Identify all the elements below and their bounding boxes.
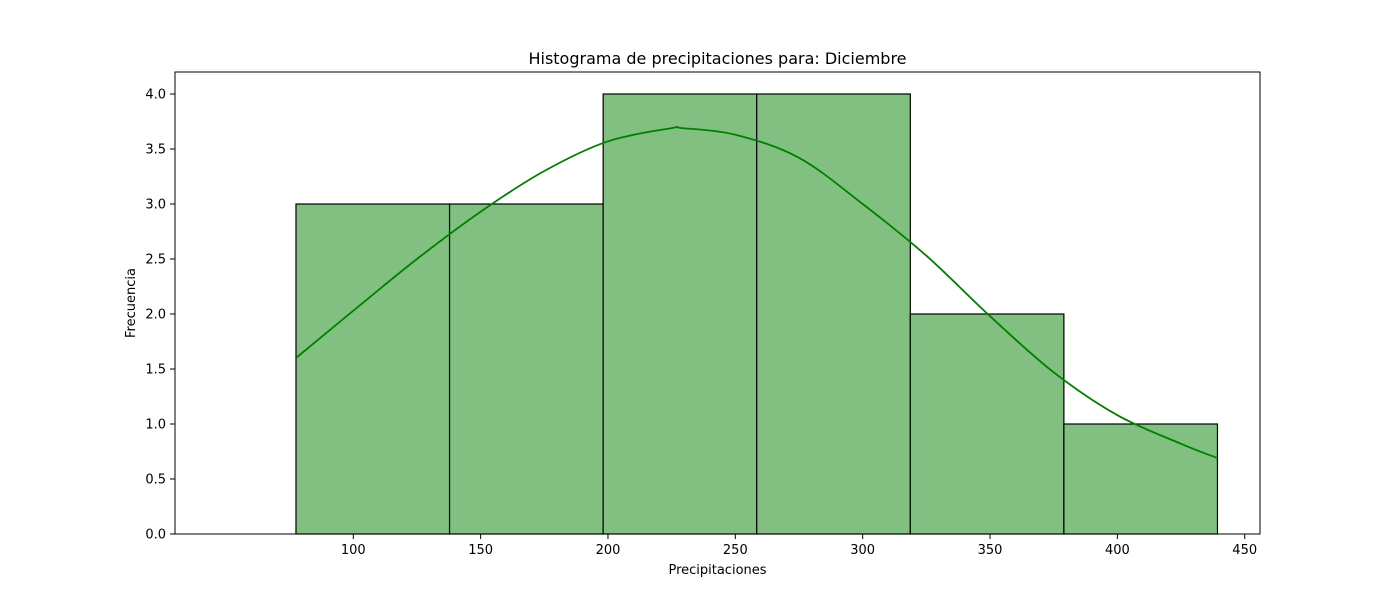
y-tick-label: 3.0	[145, 198, 166, 213]
histogram-bars	[295, 93, 1219, 535]
histogram-bar-6	[1063, 423, 1219, 535]
histogram-bar-4	[756, 93, 911, 535]
kde-curve-group	[295, 125, 1218, 459]
histogram-bar-5	[909, 313, 1065, 535]
y-tick-label: 1.0	[145, 418, 166, 433]
y-tick-label: 1.5	[145, 363, 166, 378]
y-axis-label: Frecuencia	[124, 268, 139, 338]
histogram-bar-3	[602, 93, 758, 535]
chart-title: Histograma de precipitaciones para: Dici…	[528, 49, 906, 68]
y-tick-label: 2.0	[145, 308, 166, 323]
x-tick-label: 400	[1105, 543, 1130, 558]
x-axis-label: Precipitaciones	[668, 563, 766, 578]
x-tick-label: 250	[723, 543, 748, 558]
y-tick-label: 0.0	[145, 528, 166, 543]
x-axis: 100 150 200 250 300 350 400 450	[341, 534, 1257, 558]
y-tick-label: 4.0	[145, 88, 166, 103]
x-tick-label: 300	[850, 543, 875, 558]
x-tick-label: 100	[341, 543, 366, 558]
x-tick-label: 150	[468, 543, 493, 558]
x-tick-label: 200	[596, 543, 621, 558]
y-tick-label: 0.5	[145, 473, 166, 488]
y-axis: 0.0 0.5 1.0 1.5 2.0 2.5 3.0 3.5 4.0	[145, 88, 175, 543]
kde-curve	[295, 125, 1218, 459]
y-tick-label: 3.5	[145, 143, 166, 158]
histogram-bar-2	[448, 203, 604, 535]
x-tick-label: 450	[1232, 543, 1257, 558]
plot-frame	[174, 71, 1261, 535]
histogram-bar-1	[295, 203, 451, 535]
y-tick-label: 2.5	[145, 253, 166, 268]
x-tick-label: 350	[978, 543, 1003, 558]
